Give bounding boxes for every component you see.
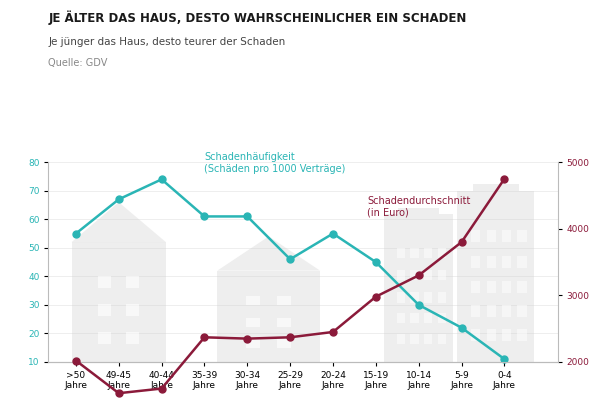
FancyBboxPatch shape [471,282,481,293]
FancyBboxPatch shape [126,276,139,287]
FancyBboxPatch shape [518,256,527,268]
FancyBboxPatch shape [438,313,446,323]
FancyBboxPatch shape [502,329,511,342]
FancyBboxPatch shape [72,242,166,362]
FancyBboxPatch shape [471,329,481,342]
FancyBboxPatch shape [487,305,496,317]
FancyBboxPatch shape [398,208,439,213]
FancyBboxPatch shape [518,282,527,293]
FancyBboxPatch shape [502,282,511,293]
FancyBboxPatch shape [473,184,519,191]
FancyBboxPatch shape [246,318,261,327]
FancyBboxPatch shape [518,329,527,342]
Text: Schadenhäufigkeit
(Schäden pro 1000 Verträge): Schadenhäufigkeit (Schäden pro 1000 Vert… [204,152,346,173]
FancyBboxPatch shape [410,334,419,344]
FancyBboxPatch shape [424,334,433,344]
FancyBboxPatch shape [397,292,405,302]
FancyBboxPatch shape [98,276,112,287]
Polygon shape [72,202,166,242]
FancyBboxPatch shape [424,270,433,280]
FancyBboxPatch shape [384,213,453,362]
Text: Quelle: GDV: Quelle: GDV [48,58,108,68]
FancyBboxPatch shape [471,305,481,317]
FancyBboxPatch shape [471,256,481,268]
FancyBboxPatch shape [397,313,405,323]
FancyBboxPatch shape [487,282,496,293]
FancyBboxPatch shape [126,305,139,317]
FancyBboxPatch shape [502,305,511,317]
Polygon shape [218,236,320,271]
FancyBboxPatch shape [518,305,527,317]
FancyBboxPatch shape [397,270,405,280]
FancyBboxPatch shape [126,332,139,344]
FancyBboxPatch shape [502,256,511,268]
FancyBboxPatch shape [424,313,433,323]
Text: Schadendurchschnitt
(in Euro): Schadendurchschnitt (in Euro) [367,196,471,217]
FancyBboxPatch shape [424,248,433,258]
FancyBboxPatch shape [438,292,446,302]
Text: Je jünger das Haus, desto teurer der Schaden: Je jünger das Haus, desto teurer der Sch… [48,37,286,47]
FancyBboxPatch shape [410,292,419,302]
FancyBboxPatch shape [277,339,291,348]
FancyBboxPatch shape [277,296,291,305]
FancyBboxPatch shape [438,270,446,280]
FancyBboxPatch shape [458,191,534,362]
FancyBboxPatch shape [487,230,496,242]
FancyBboxPatch shape [471,230,481,242]
FancyBboxPatch shape [518,230,527,242]
FancyBboxPatch shape [424,292,433,302]
FancyBboxPatch shape [502,230,511,242]
FancyBboxPatch shape [246,296,261,305]
FancyBboxPatch shape [98,332,112,344]
FancyBboxPatch shape [438,334,446,344]
FancyBboxPatch shape [246,339,261,348]
FancyBboxPatch shape [218,271,320,362]
FancyBboxPatch shape [397,334,405,344]
FancyBboxPatch shape [277,318,291,327]
FancyBboxPatch shape [410,313,419,323]
FancyBboxPatch shape [487,329,496,342]
FancyBboxPatch shape [410,270,419,280]
FancyBboxPatch shape [397,248,405,258]
FancyBboxPatch shape [487,256,496,268]
Text: JE ÄLTER DAS HAUS, DESTO WAHRSCHEINLICHER EIN SCHADEN: JE ÄLTER DAS HAUS, DESTO WAHRSCHEINLICHE… [48,10,467,25]
FancyBboxPatch shape [98,305,112,317]
FancyBboxPatch shape [410,248,419,258]
FancyBboxPatch shape [438,248,446,258]
